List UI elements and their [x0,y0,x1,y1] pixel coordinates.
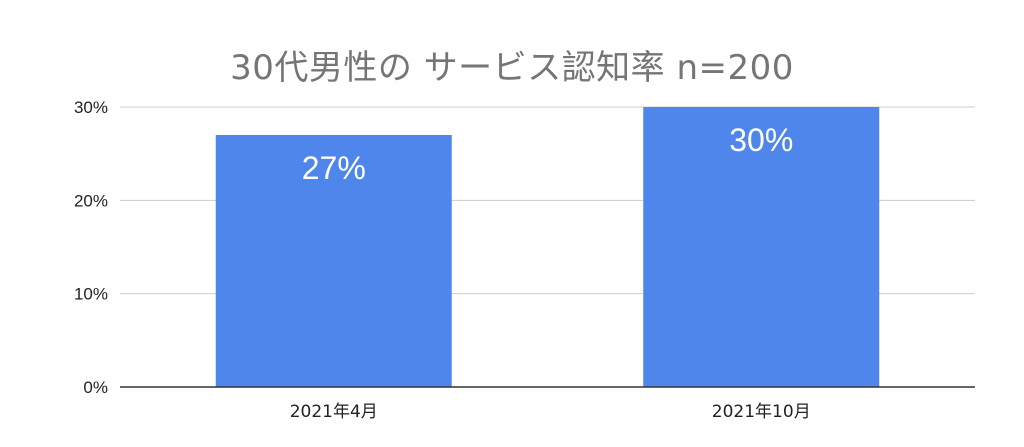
y-tick-label: 20% [74,191,108,210]
chart-title: 30代男性の サービス認知率 n=200 [230,48,794,88]
bar-data-label: 30% [729,122,793,158]
x-tick-label: 2021年4月 [290,402,378,422]
x-tick-label: 2021年10月 [712,402,811,422]
bar [643,107,880,387]
y-tick-label: 10% [74,285,108,304]
bar [215,135,452,387]
y-tick-label: 0% [83,378,108,397]
y-tick-label: 30% [74,98,108,117]
bar-data-label: 27% [302,150,366,186]
